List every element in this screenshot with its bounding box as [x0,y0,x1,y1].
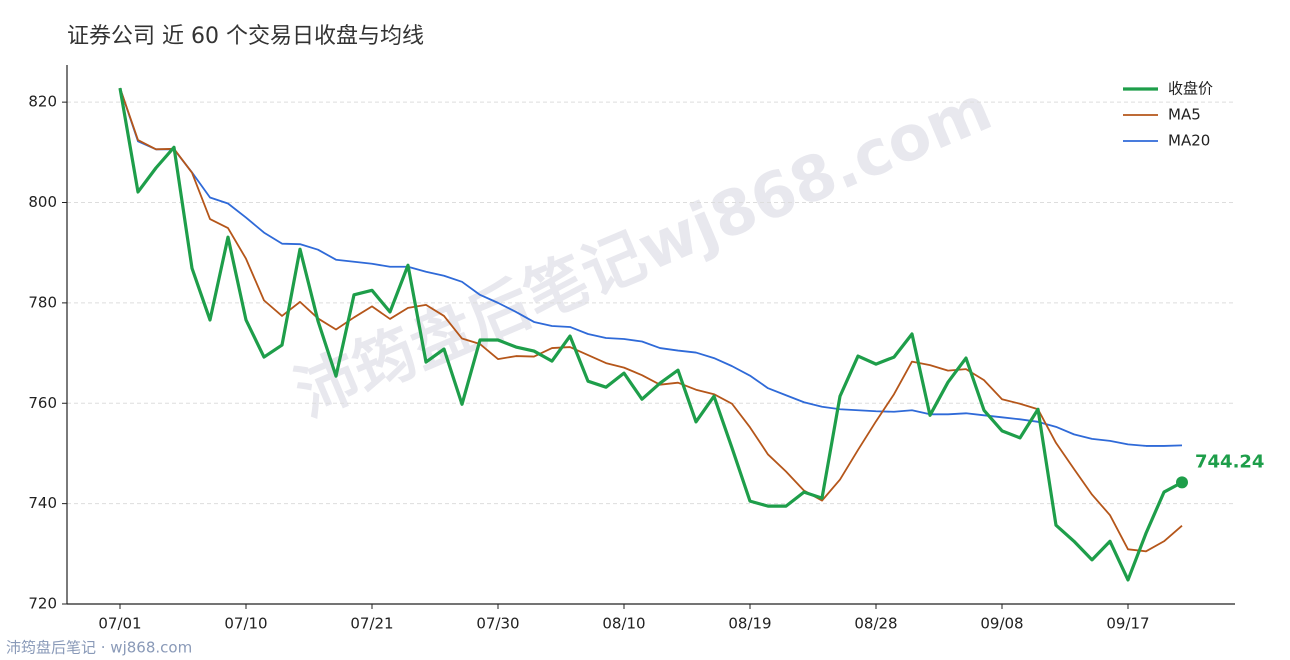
x-tick-label: 08/19 [728,615,771,633]
legend-label: MA5 [1168,106,1201,124]
y-tick-label: 740 [28,494,57,512]
y-tick-label: 780 [28,293,57,311]
x-tick-label: 09/17 [1106,615,1149,633]
x-tick-label: 07/21 [350,615,393,633]
legend-label: MA20 [1168,132,1210,150]
x-tick-label: 09/08 [980,615,1023,633]
last-value-label: 744.24 [1195,451,1264,472]
y-tick-label: 720 [28,595,57,613]
series-line [119,87,1183,553]
x-tick-label: 07/10 [224,615,267,633]
legend-label: 收盘价 [1168,80,1213,98]
x-tick-label: 08/10 [602,615,645,633]
x-tick-label: 08/28 [854,615,897,633]
y-tick-label: 800 [28,193,57,211]
x-tick-label: 07/01 [98,615,141,633]
x-tick-label: 07/30 [476,615,519,633]
footer: 沛筠盘后笔记 · wj868.com [6,639,192,657]
y-tick-label: 760 [28,394,57,412]
chart-title: 证券公司 近 60 个交易日收盘与均线 [67,24,424,49]
series-line [119,87,1183,447]
y-tick-label: 820 [28,93,57,111]
series-line [118,87,1183,582]
last-point [1176,476,1188,489]
